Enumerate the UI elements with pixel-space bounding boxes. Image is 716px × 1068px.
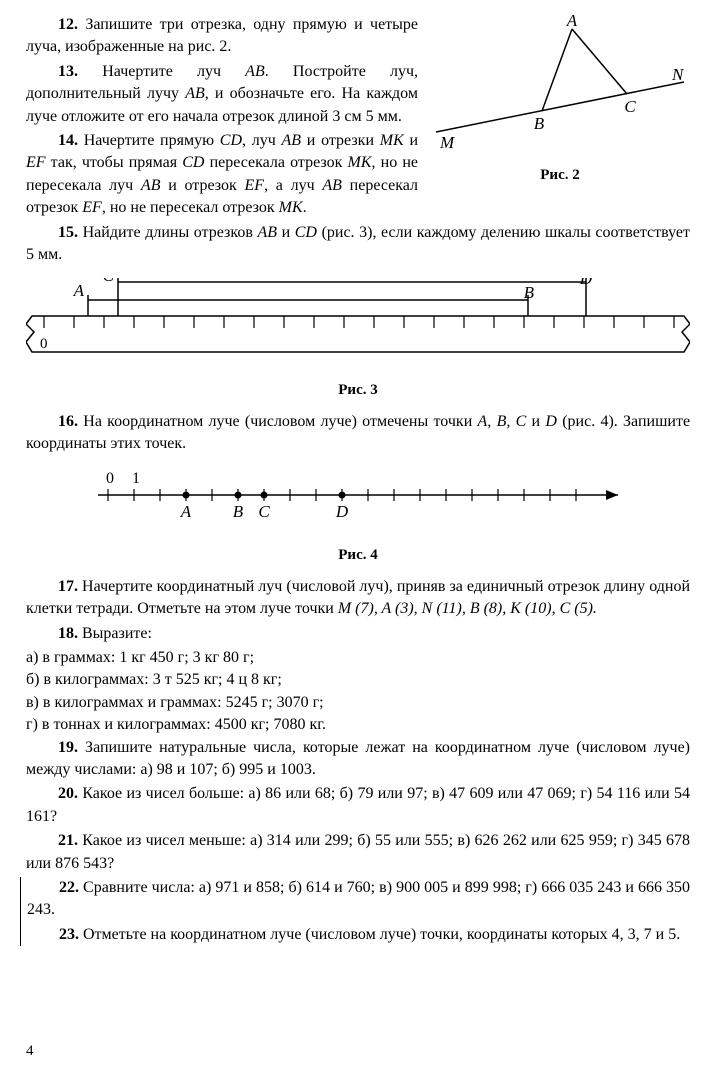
problem-18-a: а) в граммах: 1 кг 450 г; 3 кг 80 г; — [26, 647, 690, 669]
figure-3-svg: 0 A B C D — [26, 278, 690, 366]
problem-15: 15. Найдите длины отрезков AB и CD (рис.… — [26, 222, 690, 267]
figure-2-svg: A B C M N — [432, 14, 688, 152]
problem-19: 19. Запишите натуральные числа, которые … — [26, 737, 690, 782]
problem-number: 15. — [58, 224, 78, 241]
problem-number: 22. — [59, 879, 79, 896]
problem-number: 12. — [58, 16, 78, 33]
figure-3: 0 A B C D Рис. 3 — [26, 278, 690, 400]
problem-17: 17. Начертите координатный луч (числовой… — [26, 576, 690, 621]
svg-text:B: B — [534, 114, 545, 133]
problem-number: 13. — [58, 63, 78, 80]
svg-text:C: C — [258, 502, 270, 521]
svg-text:C: C — [624, 97, 636, 116]
svg-text:0: 0 — [40, 336, 48, 352]
svg-text:1: 1 — [132, 470, 140, 487]
svg-text:C: C — [103, 278, 115, 285]
problem-16: 16. На координатном луче (числовом луче)… — [26, 411, 690, 456]
problem-number: 20. — [58, 785, 78, 802]
problem-23: 23. Отметьте на координатном луче (число… — [27, 924, 690, 946]
page-number: 4 — [26, 1041, 34, 1062]
figure-3-caption: Рис. 3 — [26, 380, 690, 401]
problem-18-b: б) в килограммах: 3 т 525 кг; 4 ц 8 кг; — [26, 669, 690, 691]
problems-22-23-block: 22. Сравните числа: а) 971 и 858; б) 614… — [20, 877, 690, 946]
svg-text:D: D — [579, 278, 593, 288]
svg-text:B: B — [524, 283, 535, 302]
problem-22: 22. Сравните числа: а) 971 и 858; б) 614… — [27, 877, 690, 922]
problem-number: 16. — [58, 413, 78, 430]
svg-text:A: A — [73, 281, 85, 300]
svg-text:N: N — [671, 65, 685, 84]
problem-18-c: в) в килограммах и граммах: 5245 г; 3070… — [26, 692, 690, 714]
figure-4-svg: 0 1 A BC D — [88, 467, 628, 531]
problem-20: 20. Какое из чисел больше: а) 86 или 68;… — [26, 783, 690, 828]
problem-number: 23. — [59, 926, 79, 943]
svg-text:D: D — [335, 502, 349, 521]
svg-text:0: 0 — [106, 470, 114, 487]
problem-21: 21. Какое из чисел меньше: а) 314 или 29… — [26, 830, 690, 875]
problem-number: 14. — [58, 132, 78, 149]
svg-text:B: B — [233, 502, 244, 521]
svg-text:A: A — [566, 14, 578, 30]
problem-18: 18. Выразите: — [26, 623, 690, 645]
problem-number: 21. — [58, 832, 78, 849]
problem-number: 18. — [58, 625, 78, 642]
figure-4: 0 1 A BC D Рис. 4 — [26, 467, 690, 565]
figure-2: A B C M N Рис. 2 — [430, 14, 690, 196]
problem-18-d: г) в тоннах и килограммах: 4500 кг; 7080… — [26, 714, 690, 736]
svg-text:A: A — [180, 502, 192, 521]
figure-2-caption: Рис. 2 — [430, 165, 690, 186]
problem-number: 17. — [58, 578, 78, 595]
problem-text: Запишите три отрезка, одну прямую и четы… — [26, 16, 418, 55]
problem-number: 19. — [58, 739, 78, 756]
figure-4-caption: Рис. 4 — [26, 545, 690, 566]
svg-text:M: M — [439, 133, 455, 152]
